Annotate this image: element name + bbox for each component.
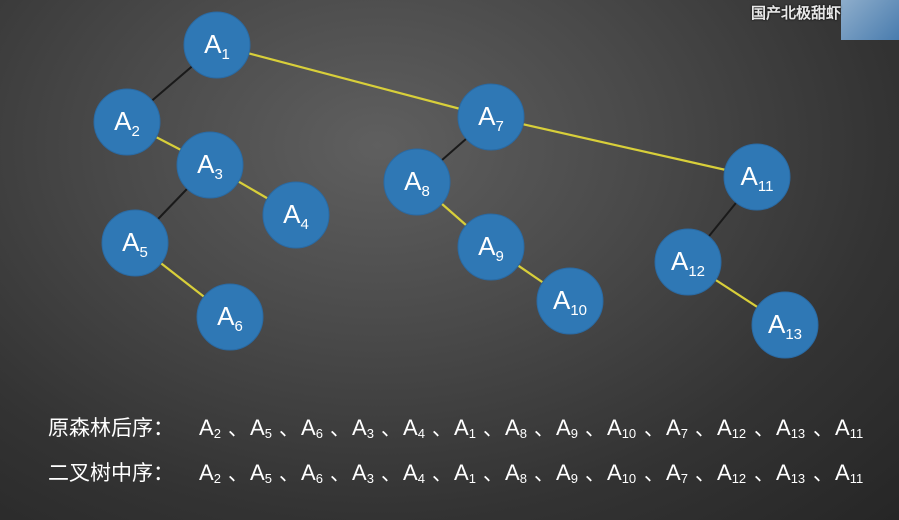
sequence-separator: 、 bbox=[644, 416, 664, 440]
node-a7: A7 bbox=[457, 83, 525, 151]
node-circle bbox=[262, 181, 330, 249]
node-label: A3 bbox=[197, 149, 223, 183]
node-label: A9 bbox=[478, 231, 504, 265]
node-label: A5 bbox=[122, 227, 148, 261]
node-circle bbox=[457, 213, 525, 281]
sequence-separator: 、 bbox=[534, 416, 554, 440]
sequence-item: A10 bbox=[607, 460, 636, 486]
node-label: A1 bbox=[204, 29, 230, 63]
sequence-item: A5 bbox=[250, 415, 272, 441]
sequence-item: A8 bbox=[505, 460, 527, 486]
sequence-separator: 、 bbox=[695, 461, 715, 485]
sequence-separator: 、 bbox=[228, 416, 248, 440]
sequence-separator: 、 bbox=[279, 461, 299, 485]
sequence-separator: 、 bbox=[330, 461, 350, 485]
sequences-layer: 原森林后序： A2、 A5、 A6、 A3、 A4、 A1、 A8、 A9、 A10、 A7、 A12… bbox=[48, 415, 863, 486]
node-circle bbox=[101, 209, 169, 277]
sequence-item: A11 bbox=[835, 460, 863, 486]
sequence-separator: 、 bbox=[228, 461, 248, 485]
sequence-item: A3 bbox=[352, 415, 374, 441]
sequence-separator: 、 bbox=[813, 461, 833, 485]
sequence-item: A4 bbox=[403, 415, 425, 441]
sequence-separator: 、 bbox=[534, 461, 554, 485]
sequence-item: A7 bbox=[666, 415, 688, 441]
sequence-separator: 、 bbox=[813, 416, 833, 440]
sequence-separator: 、 bbox=[585, 461, 605, 485]
node-label: A7 bbox=[478, 101, 504, 135]
sequence-separator: 、 bbox=[754, 416, 774, 440]
node-a3: A3 bbox=[176, 131, 244, 199]
node-a10: A10 bbox=[536, 267, 604, 335]
sequence-separator: 、 bbox=[330, 416, 350, 440]
sequence-item: A8 bbox=[505, 415, 527, 441]
node-circle bbox=[183, 11, 251, 79]
node-circle bbox=[751, 291, 819, 359]
sequence-label: 原森林后序： bbox=[48, 416, 174, 440]
sequence-item: A9 bbox=[556, 460, 578, 486]
sequence-item: A5 bbox=[250, 460, 272, 486]
node-label: A10 bbox=[553, 285, 587, 319]
sequence-separator: 、 bbox=[279, 416, 299, 440]
node-a8: A8 bbox=[383, 148, 451, 216]
sequence-item: A13 bbox=[776, 415, 805, 441]
sequence-separator: 、 bbox=[432, 461, 452, 485]
sequence-item: A6 bbox=[301, 460, 323, 486]
node-a2: A2 bbox=[93, 88, 161, 156]
sequence-item: A1 bbox=[454, 415, 476, 441]
node-circle bbox=[654, 228, 722, 296]
sequence-separator: 、 bbox=[754, 461, 774, 485]
sequence-item: A1 bbox=[454, 460, 476, 486]
node-a4: A4 bbox=[262, 181, 330, 249]
node-circle bbox=[536, 267, 604, 335]
node-a11: A11 bbox=[723, 143, 791, 211]
node-a6: A6 bbox=[196, 283, 264, 351]
node-circle bbox=[723, 143, 791, 211]
node-label: A2 bbox=[114, 106, 140, 140]
node-label: A6 bbox=[217, 301, 243, 335]
node-a9: A9 bbox=[457, 213, 525, 281]
sequence-item: A13 bbox=[776, 460, 805, 486]
node-circle bbox=[383, 148, 451, 216]
sequence-separator: 、 bbox=[381, 416, 401, 440]
sibling-edge-A7-A11 bbox=[490, 115, 758, 179]
node-label: A13 bbox=[768, 309, 802, 343]
nodes-layer: A1 A2 A3 A4 A5 A6 A7 A8 A9 A10 A11 A12 A13 bbox=[93, 11, 819, 359]
node-a12: A12 bbox=[654, 228, 722, 296]
node-circle bbox=[196, 283, 264, 351]
sequence-item: A4 bbox=[403, 460, 425, 486]
sequence-separator: 、 bbox=[381, 461, 401, 485]
sequence-item: A9 bbox=[556, 415, 578, 441]
node-a1: A1 bbox=[183, 11, 251, 79]
node-label: A4 bbox=[283, 199, 309, 233]
sequence-item: A12 bbox=[717, 415, 746, 441]
sequence-item: A2 bbox=[199, 460, 221, 486]
node-circle bbox=[93, 88, 161, 156]
node-label: A11 bbox=[741, 161, 774, 195]
sequence-item: A6 bbox=[301, 415, 323, 441]
sibling-edge-A1-A7 bbox=[216, 43, 492, 119]
sequence-item: A10 bbox=[607, 415, 636, 441]
watermark-text: 国产北极甜虾 bbox=[750, 4, 841, 22]
node-circle bbox=[457, 83, 525, 151]
sequence-item: A11 bbox=[835, 415, 863, 441]
sequence-separator: 、 bbox=[644, 461, 664, 485]
sequence-separator: 、 bbox=[695, 416, 715, 440]
sequence-label: 二叉树中序： bbox=[48, 461, 174, 485]
sequence-item: A3 bbox=[352, 460, 374, 486]
sequence-separator: 、 bbox=[585, 416, 605, 440]
sequence-separator: 、 bbox=[483, 416, 503, 440]
node-circle bbox=[176, 131, 244, 199]
sequence-item: A2 bbox=[199, 415, 221, 441]
sequence-item: A7 bbox=[666, 460, 688, 486]
sequence-separator: 、 bbox=[483, 461, 503, 485]
sequence-item: A12 bbox=[717, 460, 746, 486]
node-label: A12 bbox=[671, 246, 705, 280]
node-a5: A5 bbox=[101, 209, 169, 277]
watermark-logo bbox=[841, 0, 899, 40]
node-label: A8 bbox=[404, 166, 430, 200]
node-a13: A13 bbox=[751, 291, 819, 359]
sequence-separator: 、 bbox=[432, 416, 452, 440]
